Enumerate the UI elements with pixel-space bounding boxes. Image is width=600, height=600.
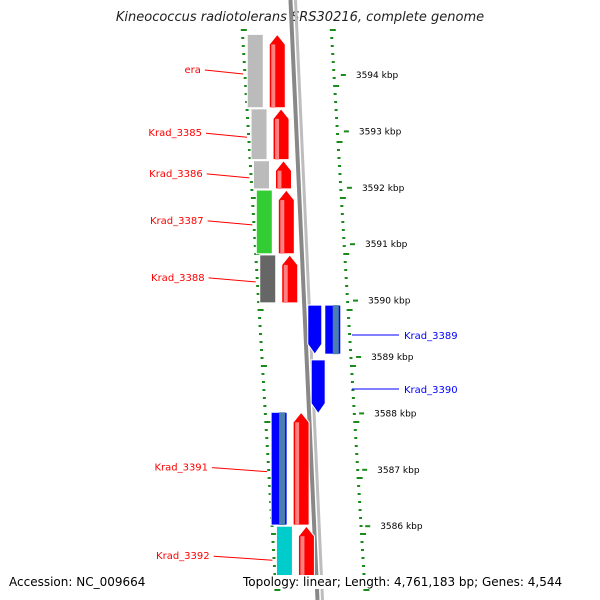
gene-label: Krad_3388 bbox=[151, 273, 205, 284]
backbone-shadow bbox=[294, 0, 324, 600]
gene-label: era bbox=[184, 65, 200, 76]
gene-arrow-highlight bbox=[295, 422, 300, 526]
gene-label-leader bbox=[213, 555, 273, 561]
left-scale-ruler bbox=[240, 29, 281, 591]
reverse-gene-arrow bbox=[307, 304, 323, 356]
cog-color-bars bbox=[246, 33, 342, 589]
gene-arrow-highlight bbox=[300, 536, 305, 589]
gene-label-leader bbox=[205, 132, 248, 138]
cog-color-bar bbox=[250, 108, 268, 161]
cog-color-bar bbox=[259, 254, 277, 304]
gene-label-leader bbox=[206, 173, 250, 179]
gene-label-leader bbox=[204, 69, 244, 75]
gene-label-leader bbox=[211, 467, 268, 473]
gene-label-leader bbox=[208, 277, 256, 283]
scale-label: 3587 kbp bbox=[377, 466, 420, 476]
scale-label: 3592 kbp bbox=[362, 184, 405, 194]
gene-label: Krad_3389 bbox=[404, 331, 458, 342]
map-title: Kineococcus radiotolerans SRS30216, comp… bbox=[115, 10, 485, 25]
gene-arrow-highlight bbox=[283, 264, 288, 303]
gene-label-leader bbox=[207, 220, 253, 226]
gene-label: Krad_3391 bbox=[154, 463, 208, 474]
gene-label: Krad_3385 bbox=[148, 128, 202, 139]
gene-arrow-highlight bbox=[280, 200, 285, 254]
scale-label: 3593 kbp bbox=[359, 127, 402, 137]
gene-label: Krad_3387 bbox=[150, 216, 204, 227]
reverse-gene-arrow bbox=[310, 359, 326, 415]
scale-label: 3588 kbp bbox=[374, 409, 417, 419]
scale-label: 3591 kbp bbox=[365, 240, 408, 250]
gene-labels: era Krad_3385 Krad_3386 Krad_3387 Krad_3388 K… bbox=[148, 65, 457, 562]
accession-text: Accession: NC_009664 bbox=[9, 575, 146, 589]
right-scale-ruler bbox=[329, 29, 370, 591]
scale-label: 3594 kbp bbox=[356, 71, 399, 81]
cog-color-bar-secondary bbox=[332, 305, 339, 355]
scale-label: 3590 kbp bbox=[368, 297, 411, 307]
scale-label: 3586 kbp bbox=[380, 522, 423, 532]
gene-label: Krad_3386 bbox=[149, 169, 203, 180]
genome-backbone bbox=[288, 0, 324, 600]
backbone-line bbox=[288, 0, 320, 600]
gene-arrow-highlight bbox=[271, 44, 276, 108]
cog-color-bar bbox=[255, 189, 273, 255]
gene-arrow-highlight bbox=[275, 118, 280, 160]
gene-arrows bbox=[268, 33, 326, 589]
gene-label: Krad_3390 bbox=[404, 385, 458, 396]
genome-summary-text: Topology: linear; Length: 4,761,183 bp; … bbox=[243, 575, 565, 589]
gene-label-leaders bbox=[204, 69, 399, 561]
cog-color-bar bbox=[246, 33, 264, 109]
gene-label: Krad_3392 bbox=[156, 551, 210, 562]
cog-color-bar bbox=[252, 160, 270, 190]
cog-color-bar-secondary bbox=[279, 412, 286, 526]
gene-arrow-highlight bbox=[277, 170, 282, 189]
scale-label: 3589 kbp bbox=[371, 353, 414, 363]
scale-tick-labels: 3594 kbp 3593 kbp 3592 kbp 3591 kbp 3590 kbp… bbox=[340, 71, 423, 532]
